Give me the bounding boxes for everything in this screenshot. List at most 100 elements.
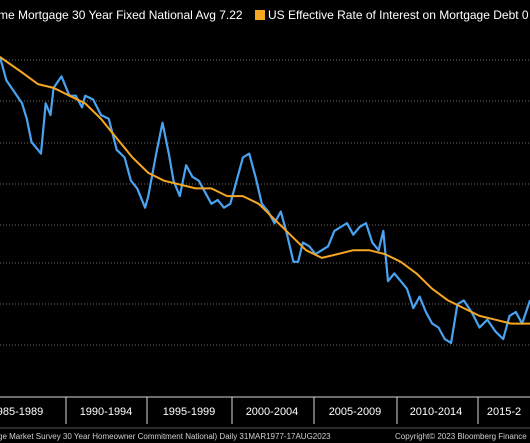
- series-0-point-52: [321, 249, 323, 251]
- series-0-point-45: [280, 211, 282, 213]
- series-0-point-49: [302, 241, 304, 244]
- series-0-point-69: [425, 311, 427, 313]
- series-0-point-27: [168, 153, 170, 155]
- series-0-point-44: [273, 222, 276, 224]
- series-0-point-8: [45, 102, 47, 104]
- series-layer: [0, 56, 530, 344]
- series-1-point-15: [242, 195, 244, 197]
- series-0-point-63: [387, 280, 389, 282]
- series-0-point-17: [100, 114, 102, 116]
- series-0-point-64: [393, 272, 395, 274]
- series-0-point-73: [450, 342, 452, 344]
- x-tick-label-5: 2010-2014: [410, 406, 463, 418]
- series-0-point-48: [297, 261, 299, 263]
- series-0-point-66: [406, 288, 408, 290]
- series-0-point-7: [40, 153, 42, 155]
- series-1-point-22: [352, 249, 354, 251]
- series-0-point-72: [444, 338, 446, 340]
- series-0-point-23: [144, 207, 146, 209]
- series-0-point-81: [508, 315, 511, 317]
- series-1-point-8: [131, 156, 134, 159]
- plot-area: [0, 56, 530, 346]
- series-1-point-6: [100, 118, 102, 120]
- series-0-point-6: [37, 149, 39, 151]
- series-0-point-67: [412, 307, 414, 309]
- series-0-point-33: [204, 191, 206, 193]
- series-0-point-18: [108, 118, 110, 120]
- legend: me Mortgage 30 Year Fixed National Avg 7…: [0, 8, 529, 22]
- x-tick-label-4: 2005-2009: [329, 406, 382, 418]
- series-1-point-3: [53, 87, 55, 89]
- series-0-point-77: [478, 326, 481, 329]
- series-0-point-29: [179, 195, 181, 197]
- series-0-point-40: [248, 153, 250, 155]
- series-0-point-14: [81, 106, 83, 108]
- series-1-point-31: [494, 319, 496, 321]
- series-0-point-82: [515, 311, 517, 313]
- legend-item-label-1: US Effective Rate of Interest on Mortgag…: [268, 8, 529, 22]
- series-0-point-62: [382, 230, 384, 232]
- series-0-point-5: [30, 141, 33, 143]
- series-1-point-29: [463, 307, 465, 309]
- series-0-point-65: [400, 280, 402, 282]
- series-1-point-27: [431, 288, 433, 290]
- series-1-point-0: [0, 56, 1, 58]
- series-0-point-47: [292, 261, 294, 263]
- series-0-point-80: [502, 338, 504, 340]
- series-1-point-12: [195, 187, 197, 189]
- series-1-point-26: [415, 272, 417, 274]
- series-0-point-20: [124, 156, 126, 159]
- series-0-point-3: [21, 102, 23, 104]
- series-0-point-34: [210, 203, 212, 205]
- series-0-point-11: [60, 75, 63, 77]
- legend-swatch-1: [255, 10, 265, 20]
- series-1-point-20: [321, 257, 323, 259]
- series-0-point-70: [431, 323, 433, 325]
- series-0-point-30: [185, 164, 187, 166]
- series-0-point-50: [308, 245, 310, 247]
- series-1-point-2: [37, 83, 39, 85]
- footer-copyright: Copyright© 2023 Bloomberg Finance: [395, 432, 527, 441]
- series-1-point-23: [368, 249, 370, 251]
- series-1-point-14: [226, 195, 228, 197]
- x-axis: 985-1989 1990-1994 1995-1999 2000-2004 2005-…: [0, 396, 530, 424]
- series-0-point-26: [161, 122, 164, 124]
- series-0-point-56: [346, 222, 348, 224]
- series-1-point-9: [147, 172, 149, 174]
- series-1-point-18: [289, 234, 291, 236]
- x-tick-label-2: 1995-1999: [163, 406, 216, 418]
- series-1-point-16: [258, 203, 260, 205]
- series-0-point-75: [463, 299, 465, 301]
- series-0-point-53: [327, 245, 329, 247]
- series-1-point-17: [273, 218, 276, 220]
- series-0-point-57: [352, 234, 354, 236]
- series-0-point-61: [378, 249, 380, 251]
- footer-source: ge Market Survey 30 Year Homeowner Commi…: [0, 432, 331, 441]
- series-1-point-32: [510, 323, 512, 325]
- series-1-point-4: [68, 95, 70, 97]
- series-0-point-24: [147, 195, 149, 197]
- series-0-point-35: [217, 199, 219, 201]
- grid: [0, 59, 530, 346]
- series-0-point-15: [84, 95, 86, 97]
- series-1-point-7: [116, 137, 118, 139]
- series-0-point-4: [26, 118, 28, 120]
- series-1-point-19: [305, 249, 307, 251]
- x-tick-label-3: 2000-2004: [246, 406, 299, 418]
- series-0-point-32: [198, 180, 200, 182]
- series-0-point-9: [49, 114, 52, 116]
- series-0-point-54: [333, 230, 335, 232]
- series-0-point-60: [371, 241, 373, 244]
- x-tick-label-1: 1990-1994: [80, 406, 133, 418]
- series-0-point-25: [155, 153, 157, 155]
- series-1-point-1: [21, 71, 23, 74]
- series-0-point-1: [5, 79, 7, 81]
- series-0-point-28: [172, 180, 175, 182]
- series-0-point-58: [359, 226, 361, 228]
- series-0-point-79: [494, 330, 496, 332]
- series-0-point-71: [437, 326, 440, 329]
- series-0-point-36: [223, 207, 225, 209]
- series-0-point-59: [365, 222, 367, 224]
- legend-item-label-0: me Mortgage 30 Year Fixed National Avg 7…: [0, 8, 243, 22]
- x-tick-label-6: 2015-2: [487, 406, 521, 418]
